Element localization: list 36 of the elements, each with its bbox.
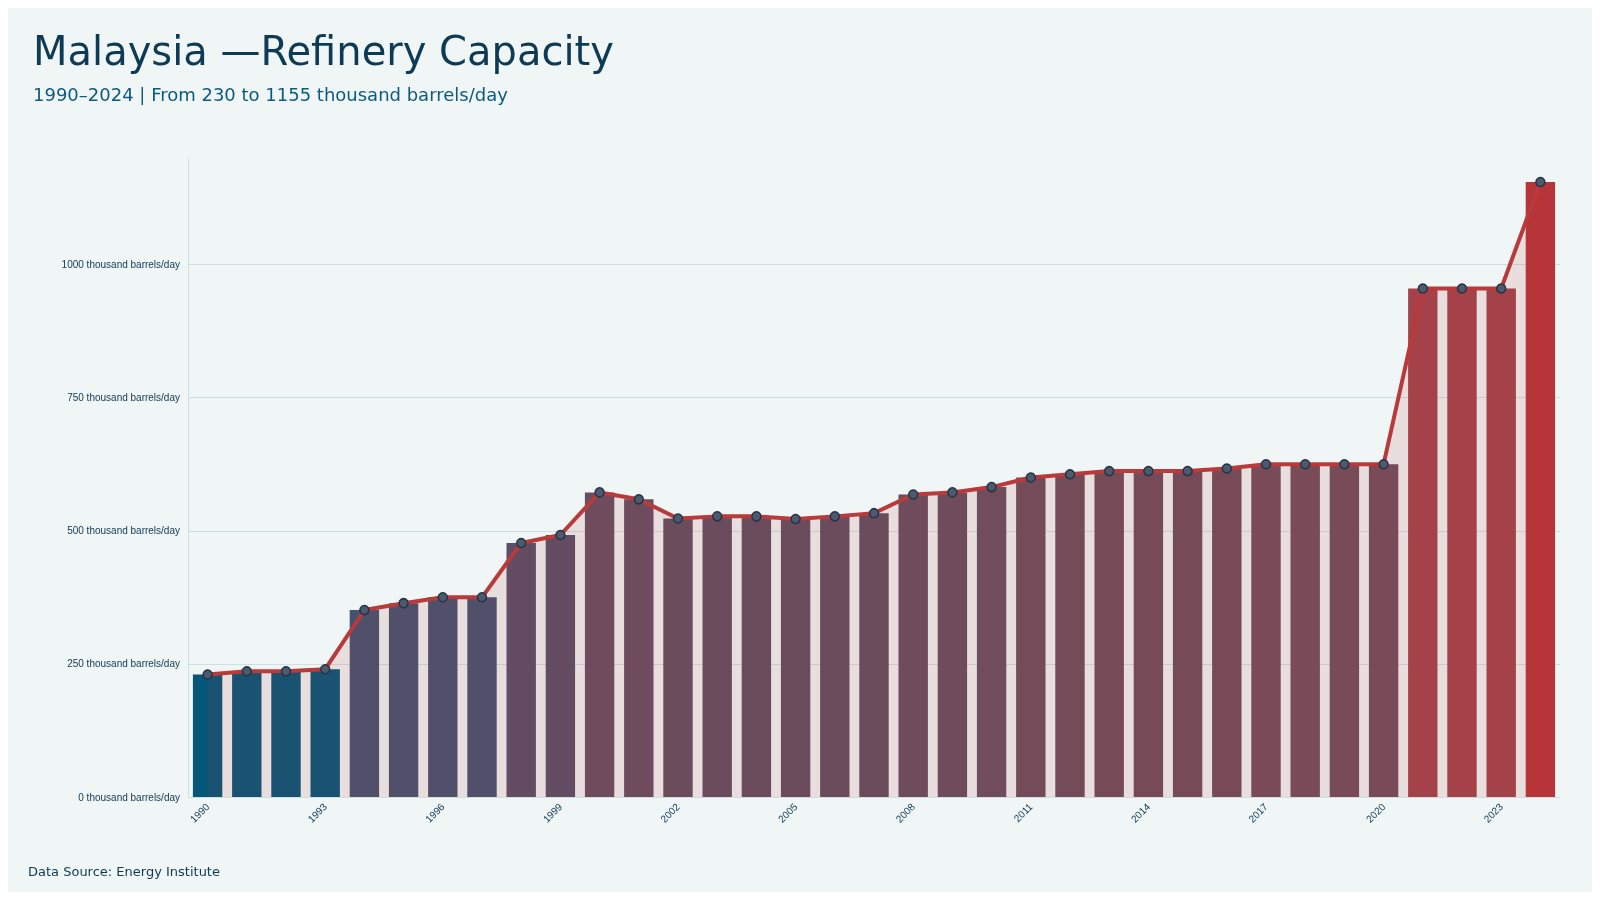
bar [1016,477,1046,797]
bar [702,516,732,797]
bar [271,671,301,797]
bar [1329,464,1360,797]
chart-title: Malaysia —Refinery Capacity [33,28,614,74]
bar [1055,474,1085,797]
y-tick-label: 250 thousand barrels/day [67,658,180,670]
y-tick-label: 0 thousand barrels/day [78,791,180,803]
bar [976,487,1007,797]
y-tick-label: 1000 thousand barrels/day [61,259,180,270]
bar [663,518,693,797]
bar [584,492,615,797]
y-tick-label: 500 thousand barrels/day [67,525,180,537]
bar [937,492,968,797]
chart-subtitle: 1990–2024 | From 230 to 1155 thousand barrels/day [33,83,509,105]
bar [820,516,850,797]
bar [1408,288,1438,797]
bar [1172,471,1203,797]
bar [1094,471,1124,797]
bar [1251,464,1281,797]
bar [1368,464,1399,797]
bar [1133,471,1164,797]
bar [1486,288,1516,797]
bar [1447,288,1477,797]
bar [1290,464,1320,797]
bar [741,516,772,797]
bar [898,494,928,797]
bar [192,674,223,797]
bar [624,499,654,797]
bar [859,513,889,797]
source-note: Data Source: Energy Institute [28,864,220,879]
bar [310,669,340,797]
y-tick-label: 750 thousand barrels/day [67,392,180,404]
bar [780,519,811,797]
bar [232,671,262,797]
bar [1212,468,1242,797]
